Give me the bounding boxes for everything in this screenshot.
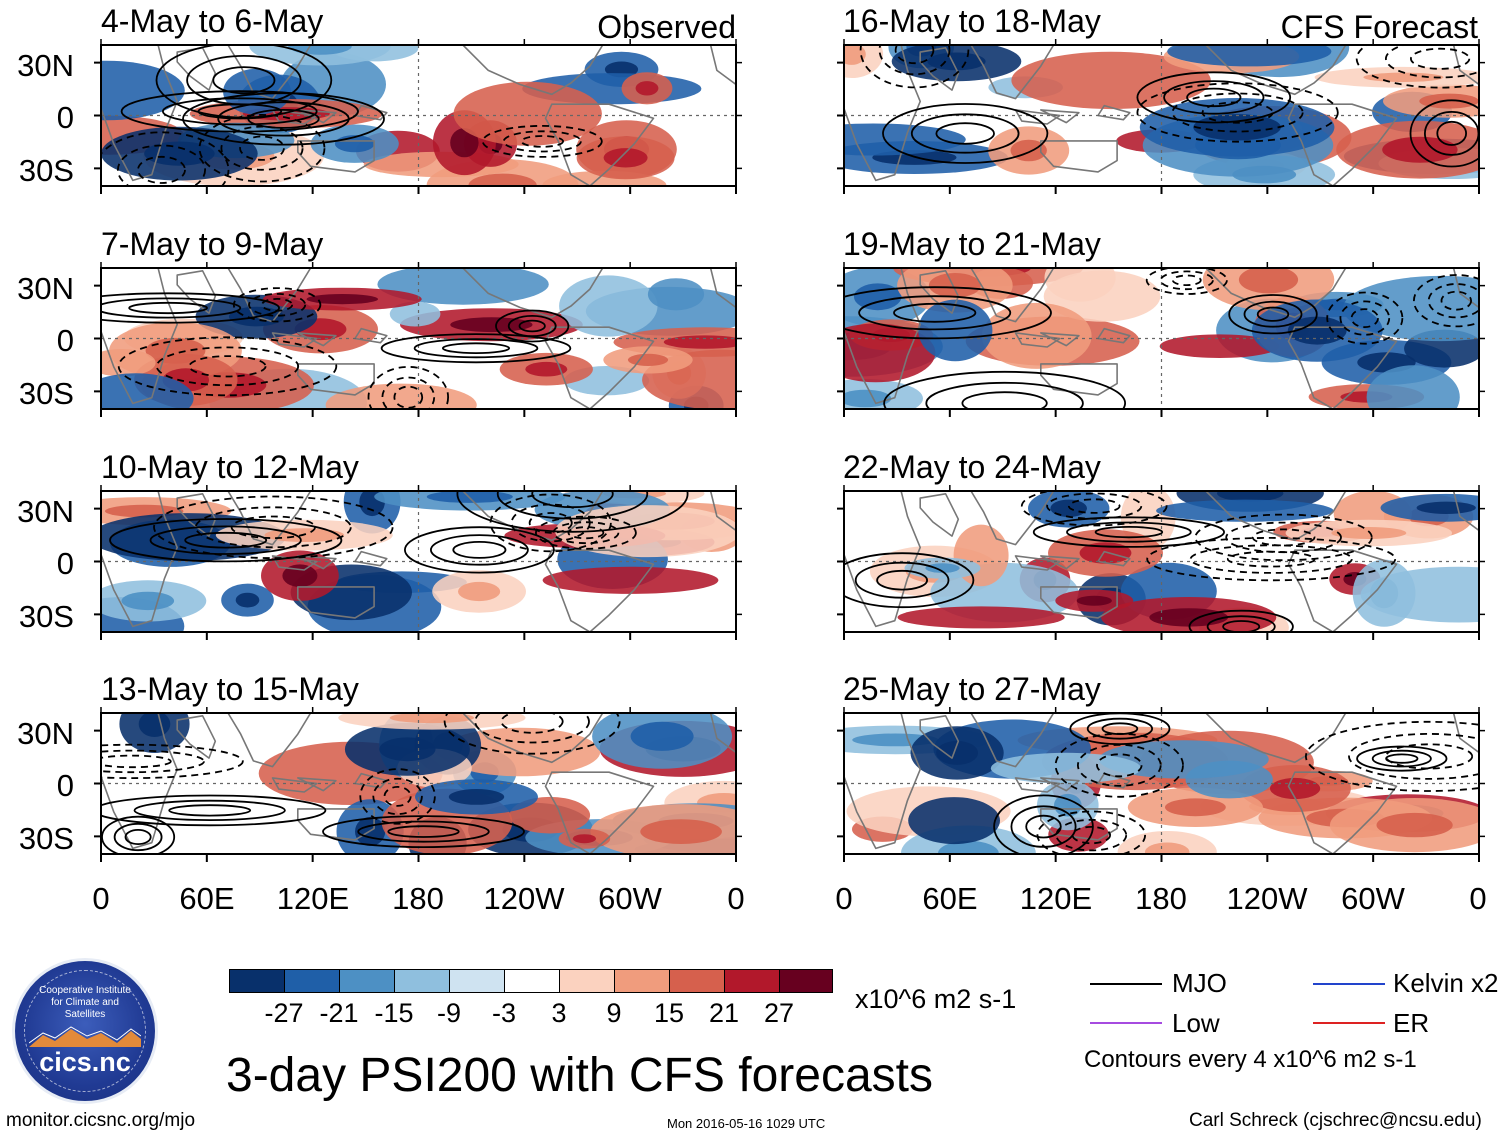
lon-label-right-120w: 120W	[1226, 881, 1308, 916]
panel-title-fcst-2: 19-May to 21-May	[843, 226, 1101, 262]
colorbar-swatch-10	[724, 969, 780, 993]
colorbar-swatch-3	[339, 969, 395, 993]
map-panel	[101, 713, 736, 854]
legend-line-low	[1090, 1022, 1162, 1024]
colorbar-label-neg15: -15	[374, 998, 414, 1028]
lon-label-left-360: 0	[727, 881, 745, 916]
map-panels	[94, 39, 1485, 862]
lon-label-right-360: 0	[1469, 881, 1487, 916]
lat-label-30s-3: 30S	[18, 599, 74, 634]
colorbar-units: x10^6 m2 s-1	[855, 984, 1017, 1014]
legend-label-er: ER	[1393, 1008, 1430, 1038]
colorbar-swatch-8	[614, 969, 670, 993]
panel-title-obs-1: 4-May to 6-May	[101, 3, 324, 39]
lat-label-30n-4: 30N	[17, 716, 74, 751]
colorbar-swatch-6	[504, 969, 560, 993]
lat-label-30s-4: 30S	[18, 821, 74, 856]
lat-label-30s-1: 30S	[18, 153, 74, 188]
colorbar-label-15: 15	[653, 998, 685, 1028]
colorbar-label-3: 3	[551, 998, 567, 1028]
lat-label-eq-1: 0	[56, 100, 74, 135]
lon-label-right-180: 180	[1135, 881, 1187, 916]
colorbar-swatch-7	[559, 969, 615, 993]
lat-label-eq-4: 0	[56, 768, 74, 803]
legend-label-kelvin: Kelvin x2	[1393, 968, 1499, 998]
legend-line-mjo	[1090, 983, 1162, 985]
lon-label-right-120e: 120E	[1019, 881, 1093, 916]
panel-title-obs-4: 13-May to 15-May	[101, 671, 359, 707]
colorbar-swatch-11	[779, 969, 833, 993]
panel-title-obs-2: 7-May to 9-May	[101, 226, 324, 262]
panel-title-fcst-3: 22-May to 24-May	[843, 449, 1101, 485]
colorbar-swatch-5	[449, 969, 505, 993]
colorbar-swatch-9	[669, 969, 725, 993]
logo-ring-text: Cooperative Institute for Climate and Sa…	[39, 985, 131, 1020]
footer-timestamp: Mon 2016-05-16 1029 UTC	[667, 1116, 826, 1131]
lat-label-30n-3: 30N	[17, 494, 74, 529]
legend-line-kelvin	[1313, 983, 1385, 985]
lon-label-right-0: 0	[835, 881, 853, 916]
lon-label-left-120w: 120W	[483, 881, 565, 916]
legend-label-mjo: MJO	[1172, 968, 1227, 998]
lat-label-30n-1: 30N	[17, 48, 74, 83]
lon-label-left-180: 180	[392, 881, 444, 916]
map-panel	[844, 45, 1479, 186]
map-panel	[844, 713, 1479, 854]
legend-label-low: Low	[1172, 1008, 1220, 1038]
forecast-label: CFS Forecast	[1280, 9, 1478, 45]
map-panel	[101, 491, 736, 632]
lat-label-30s-2: 30S	[18, 376, 74, 411]
panel-title-fcst-4: 25-May to 27-May	[843, 671, 1101, 707]
colorbar-label-9: 9	[606, 998, 622, 1028]
map-panel	[101, 45, 736, 186]
lon-label-right-60e: 60E	[922, 881, 978, 916]
map-panel	[844, 268, 1479, 409]
logo-mountain-icon	[29, 1026, 141, 1047]
contour-interval-note: Contours every 4 x10^6 m2 s-1	[1084, 1046, 1417, 1073]
colorbar-label-21: 21	[708, 998, 740, 1028]
map-panel	[101, 268, 736, 409]
colorbar-label-neg9: -9	[436, 998, 462, 1028]
colorbar-label-neg27: -27	[264, 998, 304, 1028]
legend-line-er	[1313, 1022, 1385, 1024]
observed-label: Observed	[597, 9, 736, 45]
lon-label-right-60w: 60W	[1341, 881, 1405, 916]
footer-url[interactable]: monitor.cicsnc.org/mjo	[6, 1110, 196, 1131]
colorbar-label-neg21: -21	[319, 998, 359, 1028]
lon-label-left-60e: 60E	[179, 881, 235, 916]
lat-label-eq-3: 0	[56, 546, 74, 581]
colorbar-label-27: 27	[763, 998, 795, 1028]
colorbar-swatch-2	[284, 969, 340, 993]
logo-ring	[24, 970, 146, 1092]
lon-label-left-0: 0	[92, 881, 110, 916]
lon-label-left-60w: 60W	[598, 881, 662, 916]
colorbar-swatch-1	[229, 969, 285, 993]
logo-text: cics.nc	[39, 1047, 131, 1077]
panel-title-obs-3: 10-May to 12-May	[101, 449, 359, 485]
lat-label-eq-2: 0	[56, 323, 74, 358]
lon-label-left-120e: 120E	[276, 881, 350, 916]
footer-author: Carl Schreck (cjschrec@ncsu.edu)	[1189, 1110, 1482, 1131]
figure-title: 3-day PSI200 with CFS forecasts	[226, 1049, 933, 1102]
lat-label-30n-2: 30N	[17, 271, 74, 306]
panel-title-fcst-1: 16-May to 18-May	[843, 3, 1101, 39]
colorbar-swatch-4	[394, 969, 450, 993]
cics-logo: cics.nc Cooperative Institute for Climat…	[12, 958, 158, 1104]
colorbar-label-neg3: -3	[491, 998, 517, 1028]
map-panel	[844, 491, 1479, 632]
